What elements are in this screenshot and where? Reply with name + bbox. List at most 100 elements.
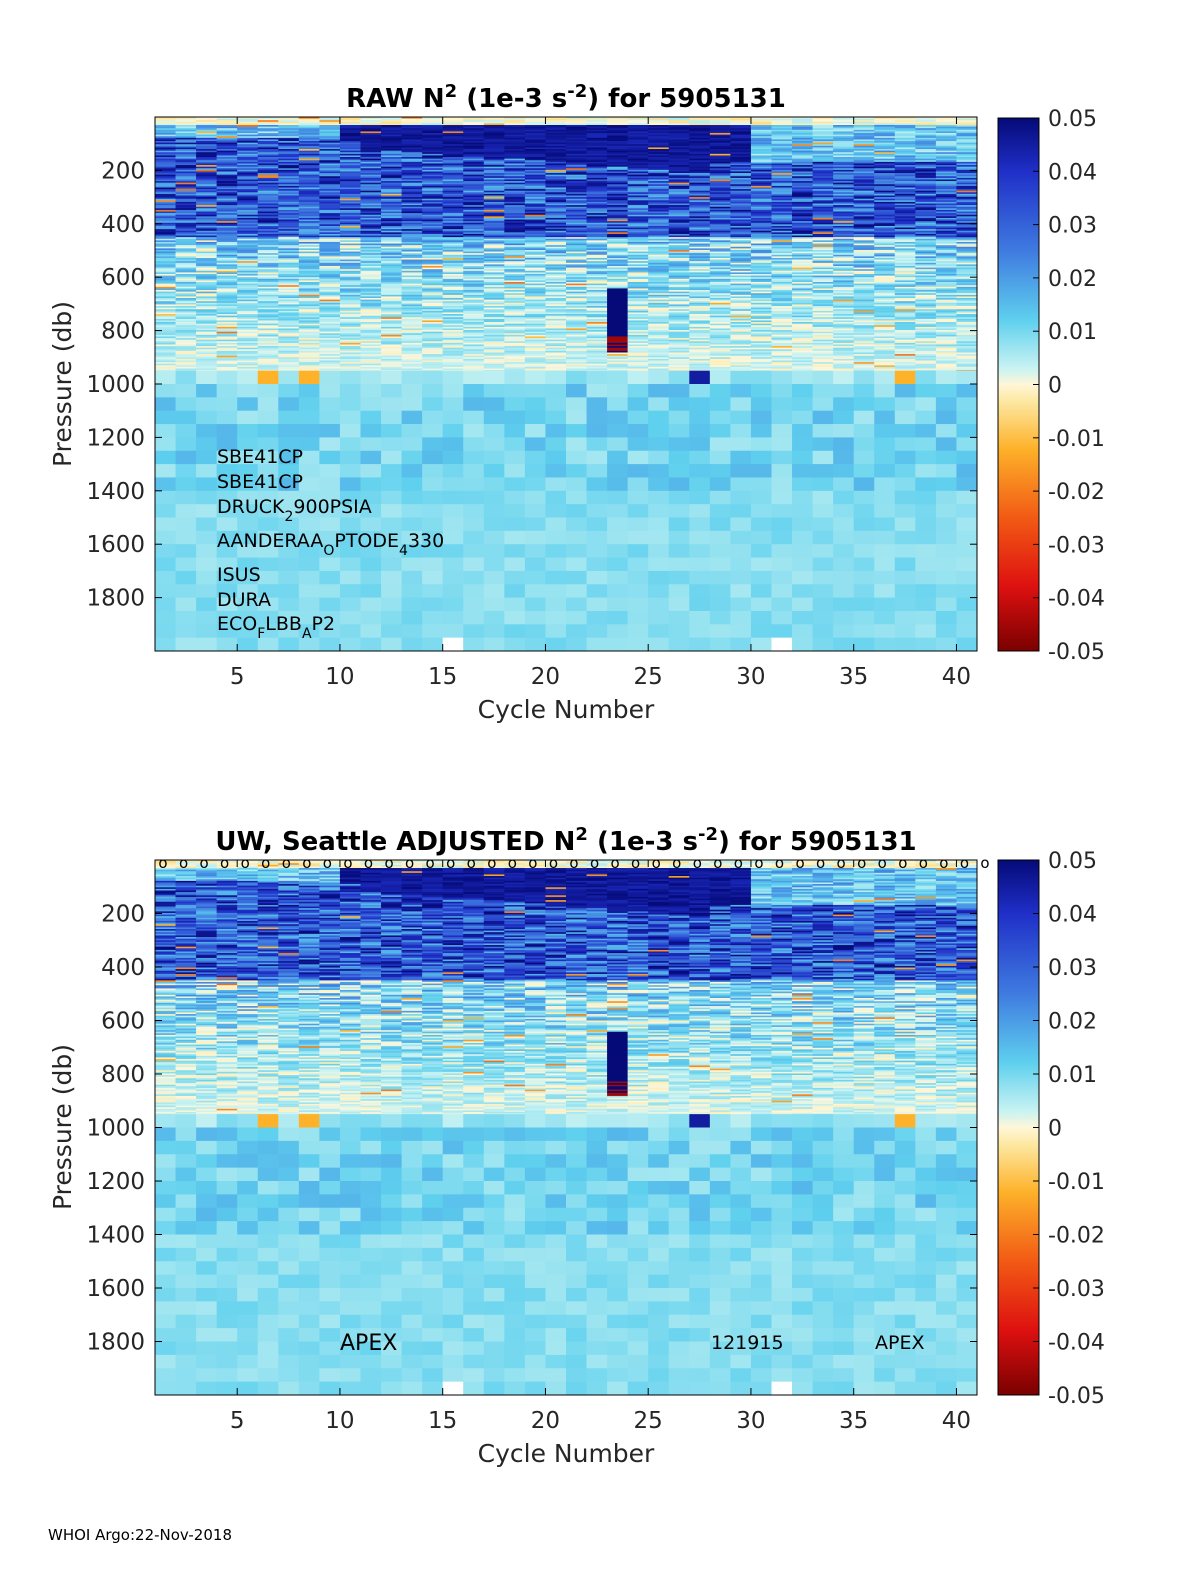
heatmap-cell	[607, 464, 629, 478]
heatmap-cell	[278, 163, 300, 166]
heatmap-cell	[463, 248, 485, 251]
heatmap-cell	[216, 286, 238, 289]
heatmap-cell	[216, 206, 238, 209]
heatmap-cell	[237, 310, 259, 313]
heatmap-cell	[607, 437, 629, 452]
heatmap-cell	[463, 282, 485, 285]
heatmap-cell	[586, 301, 608, 304]
heatmap-cell	[319, 504, 341, 518]
heatmap-cell	[278, 286, 300, 289]
heatmap-cell	[196, 160, 218, 163]
heatmap-cell	[504, 282, 526, 285]
heatmap-cell	[339, 133, 361, 136]
heatmap-cell	[401, 286, 423, 289]
heatmap-cell	[257, 230, 279, 233]
heatmap-cell	[278, 145, 300, 148]
heatmap-cell	[504, 158, 526, 161]
heatmap-cell	[524, 213, 546, 216]
heatmap-cell	[607, 136, 629, 139]
heatmap-cell	[381, 238, 403, 241]
heatmap-cell	[298, 285, 320, 288]
heatmap-cell	[360, 149, 382, 152]
heatmap-cell	[709, 296, 731, 299]
heatmap-cell	[504, 314, 526, 317]
heatmap-cell	[668, 197, 690, 200]
heatmap-cell	[278, 125, 300, 128]
heatmap-cell	[586, 163, 608, 166]
heatmap-cell	[627, 174, 649, 177]
heatmap-cell	[504, 118, 526, 121]
heatmap-cell	[298, 125, 320, 128]
heatmap-cell	[360, 153, 382, 156]
heatmap-cell	[381, 296, 403, 299]
heatmap-cell	[627, 227, 649, 230]
heatmap-cell	[545, 176, 567, 179]
heatmap-cell	[237, 342, 259, 345]
heatmap-cell	[504, 216, 526, 219]
heatmap-cell	[668, 278, 690, 281]
heatmap-cell	[709, 181, 731, 184]
heatmap-cell	[607, 193, 629, 196]
heatmap-cell	[278, 256, 300, 259]
heatmap-cell	[524, 141, 546, 144]
heatmap-cell	[709, 201, 731, 204]
heatmap-cell	[196, 128, 218, 131]
heatmap-cell	[298, 189, 320, 192]
heatmap-cell	[442, 624, 464, 639]
heatmap-cell	[360, 464, 382, 478]
heatmap-cell	[196, 134, 218, 137]
heatmap-cell	[442, 334, 464, 337]
heatmap-cell	[545, 158, 567, 161]
heatmap-cell	[237, 145, 259, 148]
heatmap-cell	[237, 283, 259, 286]
heatmap-cell	[648, 530, 670, 545]
heatmap-cell	[442, 157, 464, 160]
heatmap-cell	[463, 205, 485, 208]
heatmap-cell	[216, 397, 238, 412]
heatmap-cell	[483, 157, 505, 160]
heatmap-cell	[319, 179, 341, 182]
heatmap-cell	[586, 219, 608, 222]
heatmap-cell	[524, 267, 546, 270]
heatmap-cell	[463, 464, 485, 478]
heatmap-cell	[196, 158, 218, 161]
heatmap-cell	[278, 120, 300, 123]
heatmap-cell	[566, 144, 588, 147]
heatmap-cell	[463, 624, 485, 639]
heatmap-cell	[422, 410, 444, 425]
heatmap-cell	[175, 322, 197, 325]
heatmap-cell	[668, 128, 690, 131]
heatmap-cell	[524, 298, 546, 301]
heatmap-cell	[237, 278, 259, 281]
heatmap-cell	[216, 285, 238, 288]
heatmap-cell	[155, 177, 177, 180]
heatmap-cell	[627, 267, 649, 270]
heatmap-cell	[278, 325, 300, 328]
heatmap-cell	[442, 211, 464, 214]
heatmap-cell	[155, 530, 177, 545]
heatmap-cell	[709, 158, 731, 161]
heatmap-cell	[566, 147, 588, 150]
heatmap-cell	[607, 366, 629, 369]
heatmap-cell	[360, 205, 382, 208]
heatmap-cell	[709, 160, 731, 163]
heatmap-cell	[442, 197, 464, 200]
heatmap-cell	[627, 358, 649, 361]
heatmap-cell	[175, 370, 197, 385]
heatmap-cell	[278, 189, 300, 192]
heatmap-cell	[648, 251, 670, 254]
heatmap-cell	[422, 557, 444, 572]
heatmap-cell	[524, 299, 546, 302]
heatmap-cell	[627, 354, 649, 357]
heatmap-cell	[545, 152, 567, 155]
heatmap-cell	[155, 237, 177, 240]
heatmap-cell	[339, 243, 361, 246]
heatmap-cell	[627, 158, 649, 161]
heatmap-cell	[319, 333, 341, 336]
heatmap-cell	[155, 504, 177, 518]
heatmap-cell	[627, 296, 649, 299]
heatmap-cell	[401, 315, 423, 318]
heatmap-cell	[689, 145, 711, 148]
heatmap-cell	[627, 182, 649, 185]
heatmap-cell	[545, 221, 567, 224]
